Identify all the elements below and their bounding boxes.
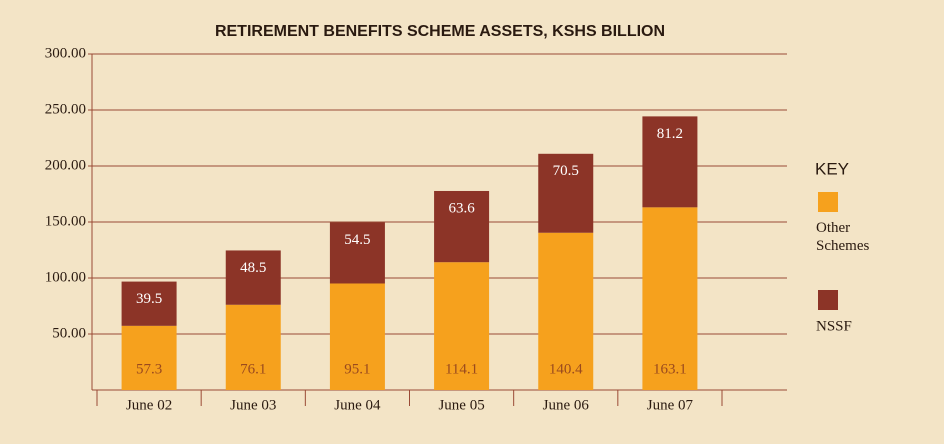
x-tick-label: June 04: [334, 397, 381, 413]
legend-label: NSSF: [816, 318, 852, 334]
legend-swatch: [818, 192, 838, 212]
bar-segment: [642, 116, 698, 208]
value-label: 57.3: [136, 361, 162, 377]
bar-segment: [642, 207, 698, 390]
bar-segment: [538, 232, 594, 390]
value-label: 39.5: [136, 291, 162, 307]
bar-segment: [121, 325, 177, 390]
value-label: 140.4: [549, 361, 583, 377]
bar-segment: [121, 281, 177, 326]
y-tick-label: 300.00: [45, 45, 86, 61]
x-tick-label: June 03: [230, 397, 276, 413]
x-tick-label: June 05: [438, 397, 484, 413]
bar-segment: [434, 190, 490, 263]
chart-title: RETIREMENT BENEFITS SCHEME ASSETS, KSHS …: [215, 23, 665, 40]
bar-segment: [225, 250, 281, 305]
y-tick-label: 50.00: [52, 325, 86, 341]
value-label: 163.1: [653, 361, 687, 377]
value-label: 54.5: [344, 232, 370, 248]
y-tick-label: 250.00: [45, 101, 86, 117]
legend-swatch: [818, 290, 838, 310]
value-label: 70.5: [553, 163, 579, 179]
x-tick-label: June 02: [126, 397, 172, 413]
y-tick-label: 200.00: [45, 157, 86, 173]
value-label: 114.1: [445, 361, 478, 377]
legend-title: KEY: [815, 159, 849, 178]
y-tick-label: 100.00: [45, 269, 86, 285]
bar-segment: [329, 222, 385, 284]
value-label: 81.2: [657, 126, 683, 142]
value-label: 95.1: [344, 361, 370, 377]
value-label: 76.1: [240, 361, 266, 377]
legend-label: Other Schemes: [816, 220, 869, 254]
x-tick-label: June 07: [647, 397, 694, 413]
value-label: 63.6: [448, 200, 475, 216]
bar-segment: [225, 304, 281, 390]
value-label: 48.5: [240, 260, 266, 276]
bar-segment: [434, 262, 490, 390]
x-tick-label: June 06: [543, 397, 590, 413]
bar-segment: [329, 283, 385, 390]
bar-segment: [538, 153, 594, 233]
y-tick-label: 150.00: [45, 213, 86, 229]
